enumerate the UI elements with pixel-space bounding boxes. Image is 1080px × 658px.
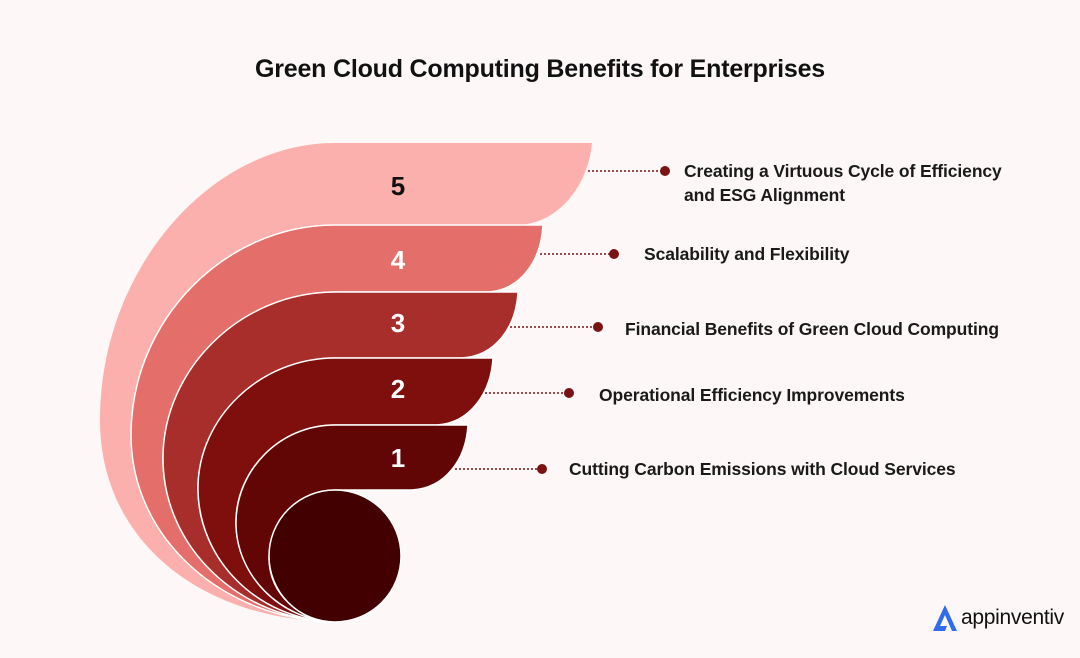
appinventiv-logo-icon	[933, 605, 957, 631]
brand-logo: appinventiv	[932, 604, 1064, 632]
core-circle	[268, 489, 402, 623]
step-number-3: 3	[390, 308, 406, 338]
step-number-2: 2	[390, 374, 406, 404]
step-label-5: Creating a Virtuous Cycle of Efficiency …	[684, 159, 1002, 207]
step-label-2: Operational Efficiency Improvements	[599, 385, 905, 405]
brand-name: appinventiv	[961, 606, 1064, 629]
page-title: Green Cloud Computing Benefits for Enter…	[254, 55, 826, 83]
step-number-5: 5	[390, 171, 406, 201]
step-label-5-line1: Creating a Virtuous Cycle of Efficiency	[684, 161, 1002, 181]
band-5	[100, 143, 592, 622]
step-label-4: Scalability and Flexibility	[644, 244, 850, 264]
step-number-4: 4	[390, 245, 406, 275]
connectors	[455, 170, 662, 470]
connector-dots	[537, 166, 670, 474]
step-number-1: 1	[390, 443, 406, 473]
step-label-1: Cutting Carbon Emissions with Cloud Serv…	[569, 459, 956, 479]
step-label-3: Financial Benefits of Green Cloud Comput…	[625, 319, 999, 339]
step-label-5-line2: and ESG Alignment	[684, 185, 845, 205]
